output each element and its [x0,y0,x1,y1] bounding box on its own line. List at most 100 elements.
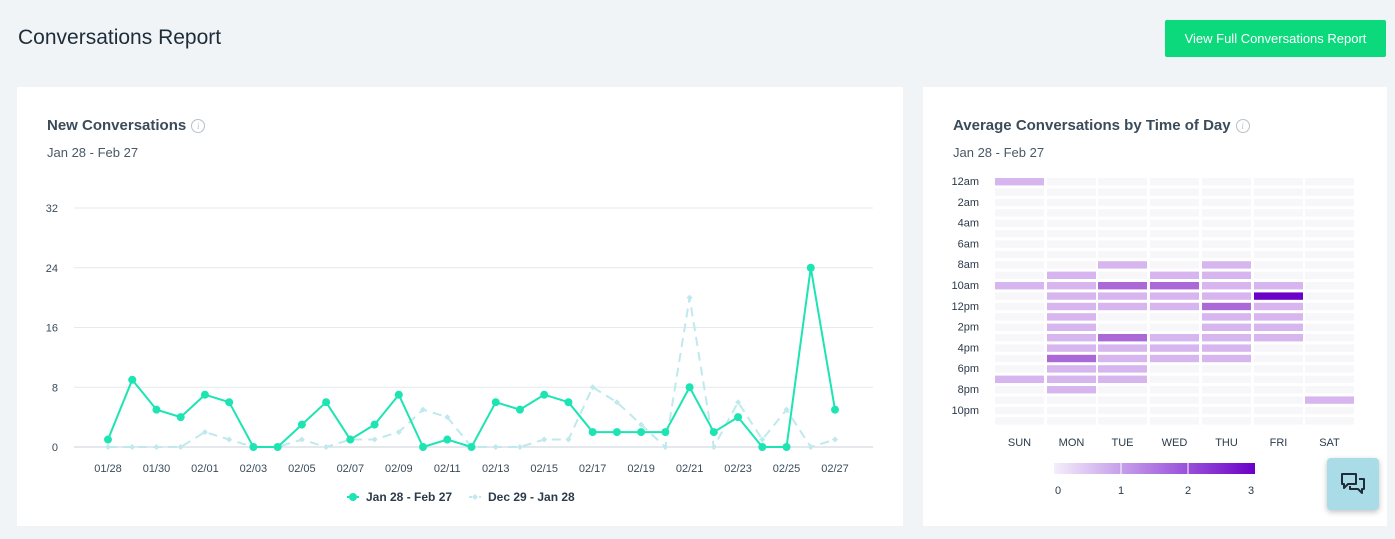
info-icon[interactable]: i [1235,119,1250,133]
heatmap-cell [1098,396,1147,404]
heatmap-cell [1305,365,1354,373]
heatmap-cell [995,302,1044,311]
heatmap-cell [995,219,1044,227]
heatmap-cell [1254,406,1303,415]
data-point-previous [710,444,717,450]
heatmap-cell [1202,282,1251,290]
x-tick-label: 02/09 [385,463,413,475]
heatmap-cell [1254,250,1303,259]
heatmap-cell [1098,406,1147,415]
heatmap-cell [1047,396,1096,404]
heatmap-cell [1150,250,1199,259]
heatmap-cell [995,417,1044,425]
heatmap-cell [1305,386,1354,394]
x-tick-label: 02/25 [773,463,801,475]
heatmap-column-label: SUN [1008,437,1031,449]
data-point-previous [298,436,305,443]
heatmap-cell [1254,323,1303,331]
heatmap-row-label: 2am [958,197,979,209]
data-point-current [564,398,573,407]
legend-item-previous[interactable]: Dec 29 - Jan 28 [469,490,575,504]
x-tick-label: 02/13 [482,463,510,475]
data-point-previous [153,444,160,450]
heatmap-cell [1150,178,1199,186]
heatmap-cell [1202,292,1251,300]
data-point-previous [832,436,838,443]
heatmap-row-label: 8am [958,259,979,271]
heatmap-cell [1202,396,1251,404]
new-conversations-title-text: New Conversations [47,117,187,134]
data-point-previous [565,436,572,443]
new-conversations-title: New Conversations i [47,117,206,134]
heatmap-cell [1098,417,1147,425]
new-conversations-card: New Conversations i Jan 28 - Feb 27 0 8 16 2… [17,87,903,526]
data-point-current [249,443,258,451]
heatmap-cell [1202,261,1251,269]
heatmap-row-label: 4am [958,218,979,230]
heatmap-cell [1150,375,1199,383]
data-point-previous [638,421,645,428]
heatmap-cell [1202,334,1251,342]
heatmap-cell [1150,271,1199,279]
x-tick-label: 02/23 [724,463,752,475]
data-point-previous [395,429,402,436]
heatmap-cell [1305,188,1354,196]
heatmap-cell [995,386,1044,394]
heatmap-cell [1202,365,1251,373]
chat-launcher-button[interactable] [1327,458,1379,510]
heatmap-cell [1150,334,1199,342]
heatmap-cell [1098,198,1147,207]
heatmap-cell [1202,188,1251,196]
data-point-current [637,428,646,437]
heatmap-cell [1254,365,1303,373]
heatmap-cell [1047,261,1096,269]
heatmap-cell [1047,354,1096,363]
heatmap-cell [1202,417,1251,425]
heatmap-row-label: 2pm [958,322,979,334]
heatmap-cell [1047,271,1096,279]
heatmap-cell [1254,198,1303,207]
heatmap-cell [1047,282,1096,290]
heatmap-row-label: 10am [951,280,979,292]
data-point-current [273,443,282,451]
data-point-current [806,263,815,272]
info-icon[interactable]: i [191,119,206,133]
x-tick-label: 02/05 [288,463,316,475]
heatmap-cell [1150,188,1199,196]
heatmap-cell [1047,302,1096,311]
data-point-current [467,443,476,451]
heatmap-cell [1098,323,1147,331]
heatmap-cell [1047,344,1096,352]
heatmap-cell [1202,219,1251,227]
heatmap-cell [1150,230,1199,238]
heatmap-row-label: 8pm [958,384,979,396]
data-point-previous [516,444,523,450]
page-title: Conversations Report [18,26,222,49]
heatmap-cell [1254,417,1303,425]
data-point-current [709,428,718,437]
data-point-current [346,435,355,444]
data-point-current [128,375,137,384]
heatmap-cell [1150,198,1199,207]
view-full-report-button[interactable]: View Full Conversations Report [1165,20,1386,57]
time-of-day-card: Average Conversations by Time of Day i Ja… [923,87,1387,526]
heatmap-cell [1098,344,1147,352]
new-conversations-date-range: Jan 28 - Feb 27 [47,145,139,160]
x-tick-label: 02/19 [627,463,655,475]
heatmap-cell [1254,396,1303,404]
heatmap-cell [1047,209,1096,217]
heatmap-cell [1047,406,1096,415]
data-point-previous [589,384,596,391]
heatmap-row-label: 4pm [958,342,979,354]
x-tick-label: 02/07 [337,463,365,475]
heatmap-row-label: 12am [951,176,979,188]
heatmap-cell [1254,230,1303,238]
data-point-previous [323,444,330,450]
legend-item-current[interactable]: Jan 28 - Feb 27 [347,490,452,504]
data-point-current [491,398,500,407]
heatmap-cell [1305,396,1354,404]
heatmap-cell [1098,240,1147,248]
heatmap-cell [1047,323,1096,331]
y-tick-label: 24 [46,263,58,275]
heatmap-cell [995,230,1044,238]
